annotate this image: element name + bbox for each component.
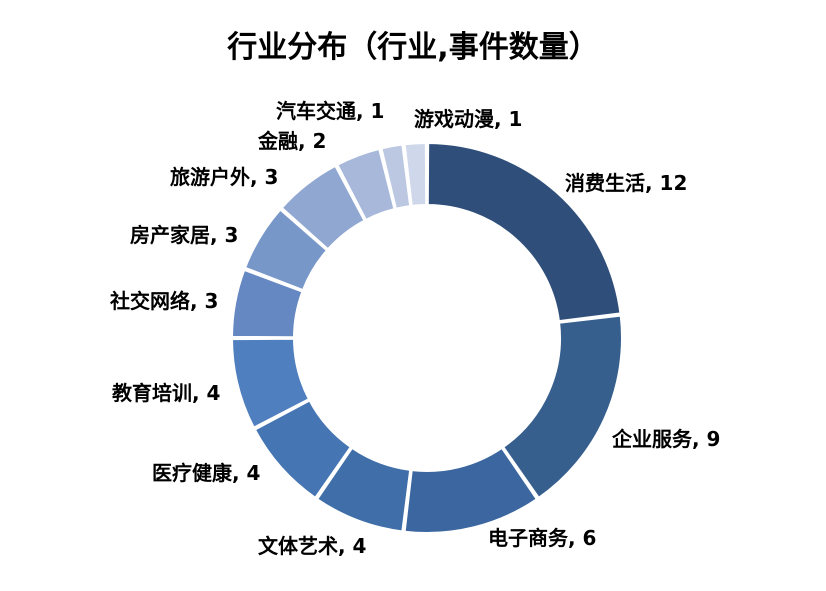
- slice-label-9: 旅游户外, 3: [170, 165, 278, 189]
- slice-label-5: 医疗健康, 4: [152, 461, 260, 485]
- slice-1: [426, 141, 622, 323]
- slice-7: [230, 268, 304, 339]
- slice-label-6: 教育培训, 4: [112, 381, 220, 405]
- chart-title: 行业分布（行业,事件数量）: [227, 30, 599, 65]
- slice-5: [253, 399, 353, 500]
- slice-label-10: 金融, 2: [257, 129, 326, 153]
- slice-2: [501, 314, 623, 500]
- slice-label-8: 房产家居, 3: [130, 223, 238, 247]
- slice-label-2: 企业服务, 9: [611, 427, 720, 451]
- slice-label-7: 社交网络, 3: [109, 289, 218, 313]
- slice-4: [315, 446, 412, 533]
- slice-6: [230, 337, 311, 429]
- slice-12: [403, 141, 428, 207]
- slice-label-4: 文体艺术, 4: [258, 534, 366, 558]
- slice-label-1: 消费生活, 12: [565, 171, 687, 195]
- slice-11: [380, 143, 412, 210]
- slice-8: [243, 208, 329, 292]
- slice-3: [403, 446, 539, 534]
- slice-labels: 消费生活, 12 企业服务, 9 电子商务, 6 文体艺术, 4 医疗健康, 4 教育培训…: [109, 99, 720, 558]
- slice-label-11: 汽车交通, 1: [276, 99, 384, 123]
- donut-slices: [230, 141, 623, 534]
- slice-9: [280, 164, 366, 251]
- slice-label-3: 电子商务, 6: [488, 526, 596, 550]
- slice-10: [336, 147, 396, 222]
- slice-label-12: 游戏动漫, 1: [414, 107, 522, 131]
